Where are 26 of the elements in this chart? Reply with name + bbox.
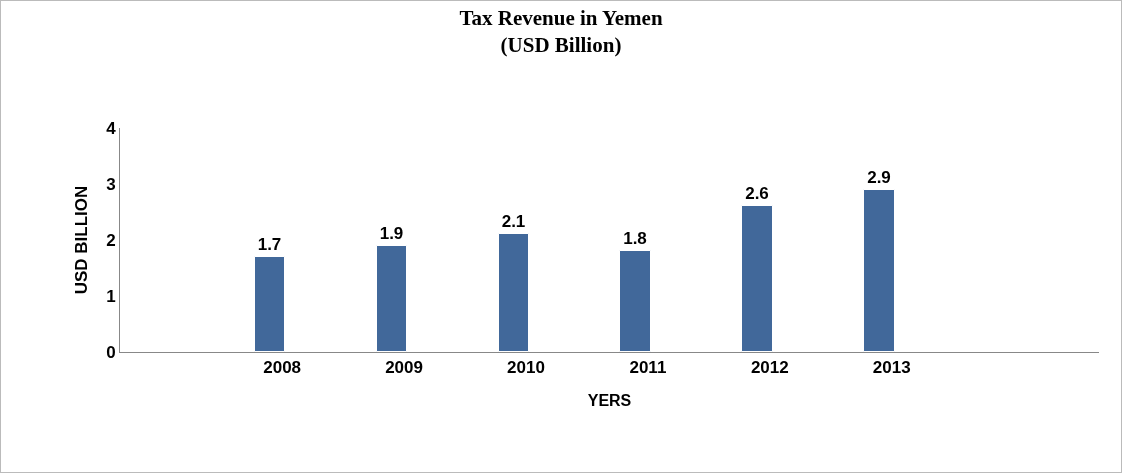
y-axis-title: USD BILLION (71, 185, 91, 295)
x-tick-label: 2010 (507, 358, 545, 378)
bar (863, 189, 895, 352)
y-tick-label: 3 (106, 174, 116, 194)
data-label: 1.9 (379, 223, 404, 243)
y-tick-label: 4 (106, 118, 117, 138)
data-label: 2.1 (501, 211, 526, 231)
y-tick-label: 1 (106, 286, 116, 306)
bar (741, 205, 773, 352)
x-tick-label: 2013 (872, 358, 911, 378)
y-tick-label: 2 (106, 230, 116, 250)
chart-title: Tax Revenue in Yemen (USD Billion) (459, 5, 663, 57)
bar (619, 250, 651, 352)
bar (254, 256, 285, 352)
bar (376, 245, 407, 352)
y-tick-label: 0 (106, 342, 116, 362)
data-label: 1.7 (257, 234, 282, 254)
bar (498, 233, 529, 352)
x-tick-label: 2008 (263, 358, 302, 378)
data-label: 2.9 (867, 167, 891, 187)
data-label: 1.8 (623, 228, 647, 248)
x-tick-label: 2011 (629, 358, 667, 378)
x-tick-label: 2009 (385, 358, 423, 378)
data-label: 2.6 (745, 183, 769, 203)
x-axis-title: YERS (587, 392, 632, 410)
x-tick-label: 2012 (750, 358, 789, 378)
